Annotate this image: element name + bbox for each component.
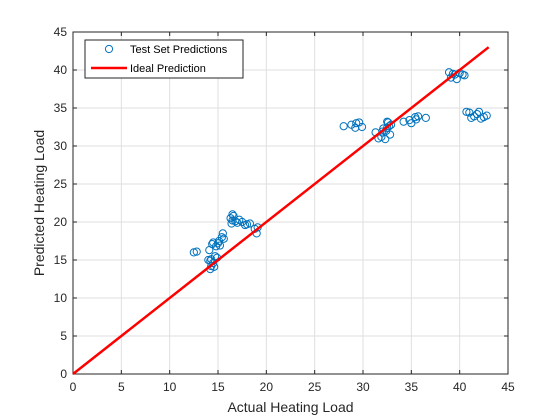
legend-marker-test-set xyxy=(104,44,114,54)
scatter-point xyxy=(215,241,225,250)
x-tick-label: 10 xyxy=(163,380,177,394)
scatter-point xyxy=(192,247,201,256)
scatter-point xyxy=(235,215,244,224)
scatter-point xyxy=(217,233,226,242)
x-tick-label: 35 xyxy=(405,380,419,394)
y-axis-label: Predicted Heating Load xyxy=(31,130,47,276)
scatter-point xyxy=(211,252,220,261)
x-tick-label: 25 xyxy=(308,380,322,394)
scatter-point xyxy=(444,68,454,77)
scatter-point xyxy=(206,256,215,265)
scatter-point xyxy=(383,117,392,126)
data-layer xyxy=(72,46,491,375)
legend-label-test-set: Test Set Predictions xyxy=(130,44,228,56)
x-tick-label: 30 xyxy=(356,380,370,394)
scatter-point xyxy=(229,211,238,221)
scatter-point xyxy=(482,111,491,120)
y-tick-label: 35 xyxy=(54,101,68,115)
x-tick-label: 5 xyxy=(118,380,125,394)
scatter-point xyxy=(228,210,237,219)
scatter-point xyxy=(245,219,254,228)
legend: Test Set Predictions Ideal Prediction xyxy=(84,39,244,79)
y-tick-label: 15 xyxy=(54,253,68,267)
x-tick-label: 0 xyxy=(70,380,77,394)
scatter-point xyxy=(399,117,408,126)
x-tick-label: 45 xyxy=(501,380,515,394)
scatter-point xyxy=(219,234,228,243)
x-tick-label: 40 xyxy=(453,380,467,394)
scatter-point xyxy=(385,122,394,131)
axis-ticks: 0 5 10 15 20 25 30 35 40 45 0 5 10 15 20 25 30 35 40 45 xyxy=(54,25,515,394)
scatter-point xyxy=(218,229,227,238)
y-tick-label: 30 xyxy=(54,139,68,153)
y-tick-label: 45 xyxy=(54,25,68,39)
y-tick-label: 5 xyxy=(60,329,67,343)
scatter-point xyxy=(357,122,367,132)
scatter-point xyxy=(460,71,469,80)
scatter-point xyxy=(355,118,364,127)
y-tick-label: 25 xyxy=(54,177,68,191)
y-tick-label: 10 xyxy=(54,291,68,305)
scatter-point xyxy=(238,217,247,227)
plot-area-frame xyxy=(72,31,509,375)
x-tick-label: 15 xyxy=(211,380,225,394)
scatter-point xyxy=(227,219,236,228)
x-axis-label: Actual Heating Load xyxy=(227,399,353,415)
y-tick-label: 0 xyxy=(60,367,67,381)
scatter-point xyxy=(381,135,390,144)
y-tick-label: 20 xyxy=(54,215,68,229)
legend-label-ideal: Ideal Prediction xyxy=(130,63,206,75)
ideal-prediction-line xyxy=(72,46,490,375)
y-tick-label: 40 xyxy=(54,63,68,77)
scatter-point xyxy=(339,122,348,131)
scatter-point xyxy=(421,113,430,122)
x-tick-label: 20 xyxy=(260,380,274,394)
scatter-point xyxy=(412,115,421,124)
scatter-point xyxy=(450,70,459,79)
scatter-point xyxy=(385,130,395,139)
